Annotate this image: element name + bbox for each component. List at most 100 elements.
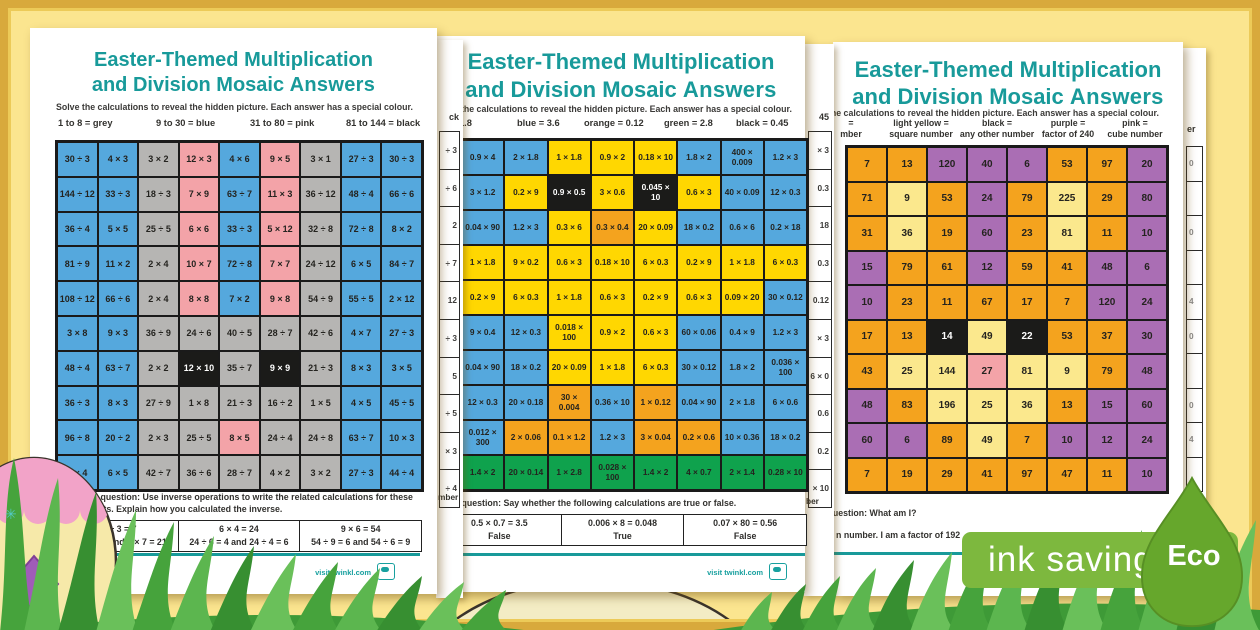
grid-cell: 6 × 0.3: [634, 350, 678, 385]
grid-cell: 40 × 0.09: [720, 175, 764, 210]
grid-cell: 61: [927, 250, 967, 285]
hidden-page-cell: 5: [439, 356, 460, 396]
hidden-page-cell: × 3: [439, 431, 460, 471]
legend-item: = mber: [840, 118, 862, 139]
grid-cell: 9 × 9: [259, 350, 301, 386]
legend-fragment: er: [1187, 124, 1196, 134]
grid-cell: 6 × 6: [178, 211, 220, 247]
hidden-page-cell: 0: [1186, 318, 1203, 354]
divider-rule: [437, 553, 805, 556]
grid-cell: 80: [1127, 181, 1167, 216]
grid-cell: 71: [847, 181, 887, 216]
grid-cell: 37: [1087, 319, 1127, 354]
grid-cell: 11: [927, 285, 967, 320]
grid-cell: 72 ÷ 8: [219, 246, 260, 282]
grid-cell: 0.6 × 3: [677, 280, 721, 315]
colour-legend: = mber light yellow = square number black = a…: [833, 118, 1183, 144]
grid-cell: 25: [887, 354, 927, 389]
grid-cell: 47: [1047, 457, 1087, 492]
grid-cell: 0.9 × 4: [461, 140, 505, 175]
grid-cell: 1.8 × 2: [720, 350, 764, 385]
hidden-page-cell: 4: [1186, 422, 1203, 458]
grid-cell: 45 ÷ 5: [381, 385, 422, 421]
grid-cell: 1 × 1.8: [590, 350, 634, 385]
worksheet-page-2: Easter-Themed Multiplication and Divisio…: [417, 36, 809, 592]
hidden-page-cell: 4: [1186, 284, 1203, 320]
grid-cell: 0.6 × 3: [590, 280, 634, 315]
grid-cell: 36 ÷ 3: [57, 385, 98, 421]
legend-fragment: ck: [448, 112, 459, 122]
true-false-table: 0.5 × 0.7 = 3.5 False 0.006 × 8 = 0.048 Tru…: [437, 514, 807, 546]
grid-cell: 6 × 5: [340, 246, 382, 282]
grid-cell: 1.2 × 3: [763, 140, 807, 175]
grid-cell: 3 × 8: [57, 315, 98, 351]
grid-cell: 6: [887, 423, 927, 458]
legend-item: pink = cube number: [1107, 118, 1163, 139]
grid-cell: 29: [927, 457, 967, 492]
hidden-page-cell: 0.12: [808, 281, 832, 320]
grid-cell: 22: [1007, 319, 1047, 354]
grid-cell: 1.2 × 3: [763, 315, 807, 350]
hidden-page-cell: ÷ 3: [439, 131, 460, 170]
hidden-page-cell: [1186, 353, 1203, 389]
grid-cell: 36 ÷ 9: [138, 315, 179, 351]
grid-cell: 0.028 × 100: [590, 455, 634, 490]
grid-cell: 7 × 2: [219, 281, 260, 316]
grid-cell: 1.8 × 2: [677, 140, 721, 175]
grid-cell: 3 × 5: [381, 350, 422, 386]
grid-cell: 18 × 0.2: [504, 350, 548, 385]
grid-cell: 4 × 2: [259, 455, 301, 490]
grid-cell: 81: [1047, 216, 1087, 251]
grid-cell: 2 × 12: [381, 281, 422, 316]
grid-cell: 60: [967, 216, 1007, 251]
grid-cell: 3 × 0.6: [590, 175, 634, 210]
grid-cell: 9 × 3: [97, 315, 139, 351]
twinkl-logo: twinkl: [55, 553, 119, 585]
grid-cell: 3 × 0.04: [634, 420, 678, 455]
hidden-page-cell: ÷ 5: [439, 394, 460, 433]
grid-cell: 2 × 1.8: [504, 140, 548, 175]
grid-cell: 89: [927, 423, 967, 458]
worksheet-page-3: Easter-Themed Multiplication and Divisio…: [783, 42, 1183, 596]
legend-item: black = any other number: [959, 118, 1035, 139]
hidden-page-cell: 0: [1186, 387, 1203, 423]
text-fragment: mber: [438, 492, 459, 502]
grid-cell: 48 ÷ 4: [57, 350, 98, 386]
grid-cell: 8 × 2: [381, 211, 422, 247]
grid-cell: 18 ÷ 3: [138, 176, 179, 212]
grid-cell: 81 ÷ 9: [57, 246, 98, 282]
grid-cell: 9 × 5: [259, 142, 301, 177]
table-cell: 9 × 6 = 54 54 ÷ 9 = 6 and 54 ÷ 6 = 9: [299, 521, 421, 551]
grid-cell: 48: [1087, 250, 1127, 285]
grid-cell: 0.09 × 20: [720, 280, 764, 315]
grid-cell: 53: [927, 181, 967, 216]
grid-cell: 25 ÷ 5: [138, 211, 179, 247]
grid-cell: 23: [887, 285, 927, 320]
grid-cell: 24 ÷ 6: [178, 315, 220, 351]
grid-cell: 4 × 0.7: [677, 455, 721, 490]
grid-cell: 6 × 0.3: [634, 245, 678, 280]
grid-cell: 0.2 × 18: [763, 210, 807, 245]
grid-cell: 0.2 × 9: [504, 175, 548, 210]
grid-cell: 1 × 1.8: [461, 245, 505, 280]
grid-cell: 120: [927, 147, 967, 182]
divider-rule: [55, 553, 420, 556]
challenge-hint: n number. I am a factor of 192: [836, 530, 961, 540]
grid-cell: 30 ÷ 3: [57, 142, 98, 177]
grid-cell: 23: [1007, 216, 1047, 251]
grid-cell: 60 × 0.06: [677, 315, 721, 350]
grid-cell: 20: [1127, 147, 1167, 182]
grid-cell: 12 × 3: [178, 142, 220, 177]
grid-cell: 44 ÷ 4: [381, 455, 422, 490]
grid-cell: 2 × 4: [138, 246, 179, 282]
grid-cell: 0.4 × 9: [720, 315, 764, 350]
grid-cell: 53: [1047, 319, 1087, 354]
grid-cell: 53: [1047, 147, 1087, 182]
grid-cell: 40 ÷ 5: [219, 315, 260, 351]
challenge-label: Challenge question:: [56, 492, 141, 502]
title-line-1: Easter-Themed Multiplication: [854, 57, 1162, 82]
visit-twinkl-link: visit twinkl.com: [315, 568, 371, 577]
mosaic-grid: 7 13 120 40 6 53 97 20 71 9 53 24 79 225 29 80 31 36 19 60 2…: [845, 145, 1169, 494]
